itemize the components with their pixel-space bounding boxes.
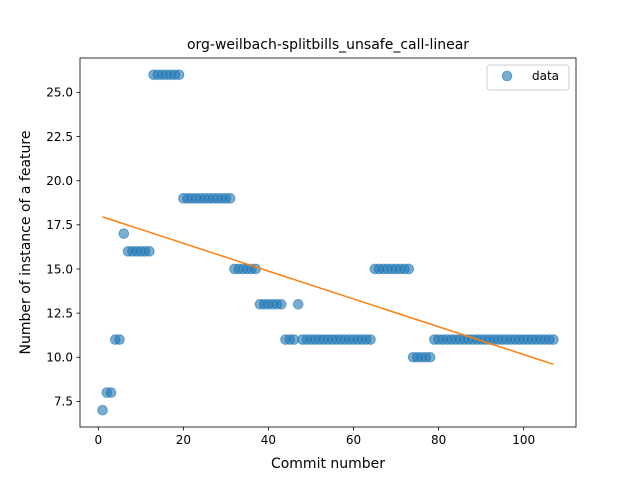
y-tick-label: 12.5	[46, 306, 73, 320]
data-point	[403, 263, 415, 275]
ticks-layer: 0 20 40 60 80 100 7.5 10.0 12.5 15.0 17.5 20.0 22.5 2…	[46, 86, 535, 447]
data-point	[173, 69, 185, 81]
data-point	[224, 193, 236, 204]
x-tick-label: 0	[94, 433, 102, 447]
data-point	[275, 298, 287, 310]
x-tick-label: 80	[431, 433, 446, 447]
data-point	[548, 334, 559, 345]
data-point	[365, 334, 376, 345]
legend-label: data	[532, 69, 559, 83]
y-tick-label: 15.0	[46, 262, 73, 276]
y-tick-label: 22.5	[46, 130, 73, 144]
data-point	[105, 387, 117, 398]
y-tick-label: 25.0	[46, 86, 73, 100]
y-tick-label: 17.5	[46, 218, 73, 232]
fit-line	[102, 216, 554, 366]
data-point	[97, 404, 108, 416]
y-tick-label: 20.0	[46, 174, 73, 188]
legend: data	[486, 64, 570, 91]
data-point	[114, 334, 125, 345]
legend-marker	[501, 70, 513, 82]
data-point	[144, 246, 155, 257]
y-axis-label: Number of instance of a feature	[18, 131, 34, 355]
x-tick-label: 20	[176, 433, 191, 447]
plot-frame	[79, 57, 577, 428]
series-layer	[97, 69, 559, 416]
data-point	[292, 298, 304, 310]
plot-area	[80, 58, 576, 427]
chart-title: org-weilbach-splitbills_unsafe_call-line…	[187, 37, 469, 53]
y-tick-label: 10.0	[46, 351, 73, 365]
y-tick-label: 7.5	[54, 395, 73, 409]
data-point	[424, 351, 436, 363]
x-tick-label: 40	[261, 433, 276, 447]
x-tick-label: 60	[346, 433, 361, 447]
x-tick-label: 100	[512, 433, 535, 447]
x-axis-label: Commit number	[271, 456, 385, 472]
data-point	[118, 228, 130, 239]
